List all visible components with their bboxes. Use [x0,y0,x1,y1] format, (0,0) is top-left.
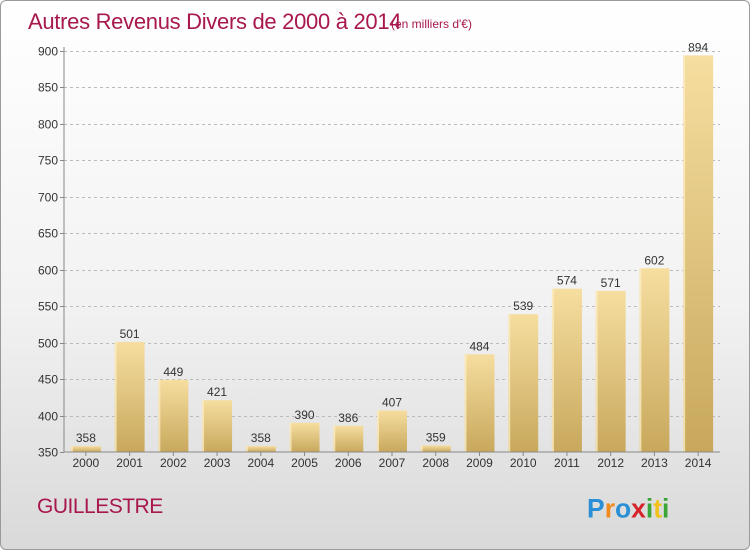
proxiti-logo[interactable]: Proxiti [584,491,694,525]
bar-highlight [508,314,511,452]
x-tick-label-2000: 2000 [73,456,100,470]
value-label-2005: 390 [295,408,315,422]
bar-highlight [420,445,423,452]
bar-highlight [551,288,554,452]
bar-2008 [420,445,451,452]
y-tick-label: 650 [38,227,58,241]
value-label-2004: 358 [251,431,271,445]
value-label-2001: 501 [120,327,140,341]
bar-highlight [70,446,73,452]
bar-highlight [289,422,292,452]
bar-2000 [70,446,101,452]
x-tick-label-2013: 2013 [641,456,668,470]
value-label-2006: 386 [338,411,358,425]
bar-2010 [508,314,539,452]
value-label-2013: 602 [644,253,664,267]
bar-highlight [464,354,467,452]
x-tick-label-2005: 2005 [291,456,318,470]
bar-2002 [158,379,189,452]
x-tick-label-2007: 2007 [379,456,406,470]
x-tick-label-2002: 2002 [160,456,187,470]
bar-highlight [333,425,336,452]
x-tick-label-2008: 2008 [422,456,449,470]
y-tick-label: 700 [38,191,58,205]
bar-2005 [289,422,320,452]
bar-2004 [245,446,276,452]
bar-2009 [464,354,495,452]
bar-2011 [551,288,582,452]
bar-2001 [114,341,145,452]
x-tick-label-2014: 2014 [685,456,712,470]
x-tick-label-2011: 2011 [554,456,580,470]
svg-text:Proxiti: Proxiti [587,493,669,523]
axis-layer: 350 400 450 500 550 600 650 700 750 800 850 900 2000… [38,45,720,470]
value-label-2012: 571 [601,276,621,290]
value-label-2014: 894 [688,40,708,54]
bar-highlight [245,446,248,452]
y-tick-label: 450 [38,373,58,387]
value-label-2010: 539 [513,299,533,313]
x-tick-label-2004: 2004 [247,456,274,470]
chart-subtitle: (en milliers d'€) [391,17,472,31]
bar-highlight [595,290,598,452]
y-tick-label: 900 [38,45,58,59]
chart-title: Autres Revenus Divers de 2000 à 2014 [28,9,402,34]
bar-2012 [595,290,626,452]
bar-2014 [683,55,714,453]
bar-highlight [202,400,205,452]
y-tick-label: 500 [38,337,58,351]
value-label-2011: 574 [557,274,577,288]
bar-2006 [333,425,364,452]
y-tick-label: 400 [38,410,58,424]
y-tick-label: 800 [38,118,58,132]
x-tick-label-2006: 2006 [335,456,362,470]
value-label-2007: 407 [382,395,402,409]
value-label-2009: 484 [469,339,489,353]
value-label-2003: 421 [207,385,227,399]
x-tick-label-2012: 2012 [597,456,624,470]
bars-layer: 358 501 449 421 358 390 386 407 359 484 539 574 571 6… [70,40,714,453]
y-tick-label: 350 [38,446,58,460]
x-tick-label-2003: 2003 [204,456,231,470]
bar-2007 [377,410,407,452]
y-tick-label: 600 [38,264,58,278]
bar-2003 [202,400,233,452]
x-tick-label-2010: 2010 [510,456,537,470]
bar-highlight [639,268,642,452]
y-tick-label: 550 [38,300,58,314]
commune-name: GUILLESTRE [37,495,163,518]
x-tick-label-2009: 2009 [466,456,493,470]
value-label-2002: 449 [163,365,183,379]
y-tick-label: 750 [38,154,58,168]
value-label-2008: 359 [426,430,446,444]
y-tick-label: 850 [38,81,58,95]
bar-highlight [114,341,117,452]
value-label-2000: 358 [76,431,96,445]
bar-2013 [639,268,670,452]
bar-highlight [158,379,161,452]
x-tick-label-2001: 2001 [116,456,143,470]
bar-highlight [377,410,379,452]
bar-highlight [683,55,686,453]
